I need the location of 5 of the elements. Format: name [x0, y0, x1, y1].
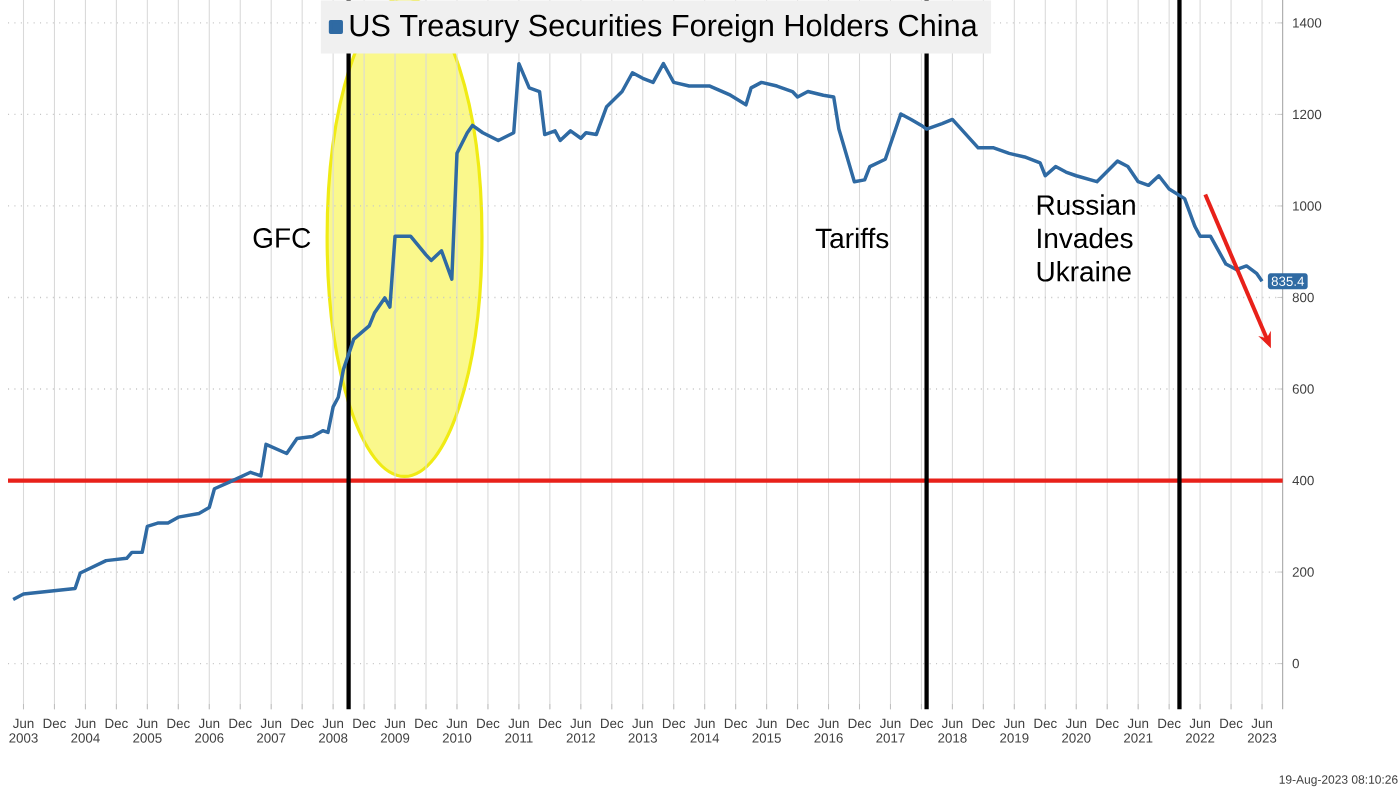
line-series — [11, 61, 1264, 602]
ref-line-label: Tariffs — [815, 227, 889, 249]
ref-line-label: Russian Invades Ukraine — [1037, 194, 1135, 282]
legend-label: US Treasury Securities Foreign Holders China — [350, 13, 978, 43]
ref-line-label: GFC — [253, 228, 311, 248]
